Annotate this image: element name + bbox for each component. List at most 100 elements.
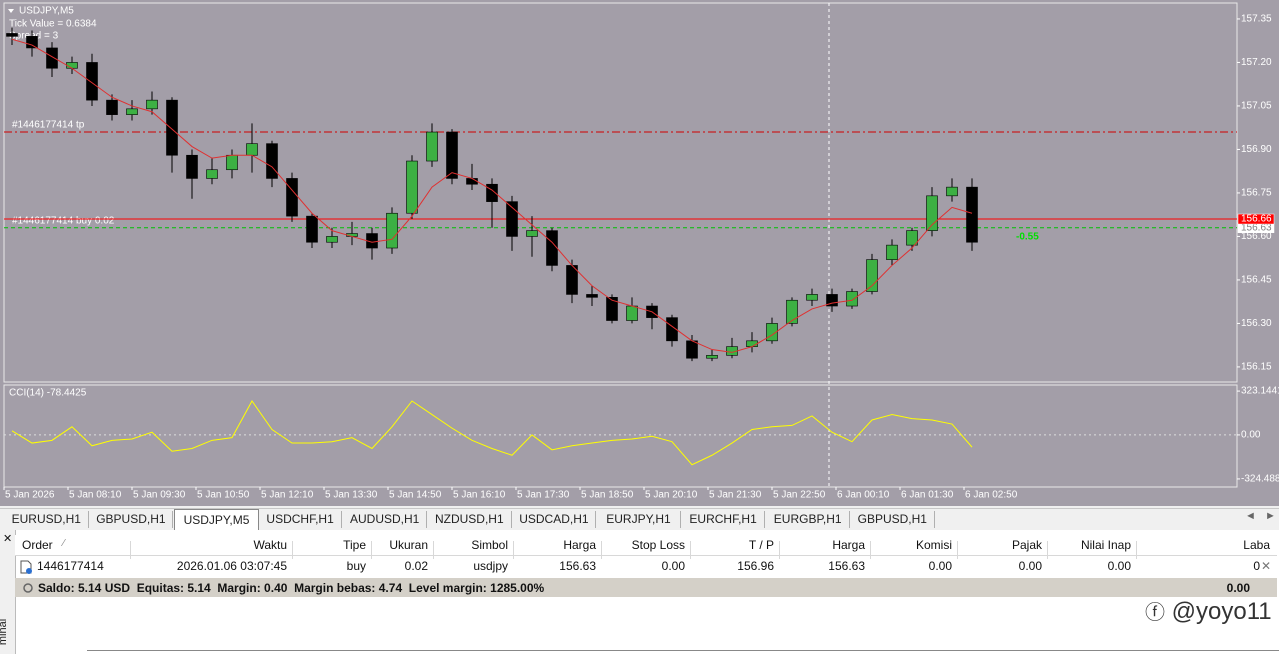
price-panel — [3, 2, 1238, 383]
column-header[interactable]: Tipe — [343, 538, 366, 552]
x-tick-label: 5 Jan 21:30 — [709, 490, 762, 501]
column-header[interactable]: Harga — [563, 538, 596, 552]
candle-body — [226, 154, 238, 171]
candle-body — [166, 99, 178, 156]
price-box — [1237, 213, 1275, 225]
x-tick-label: 5 Jan 20:10 — [645, 490, 698, 501]
scroll-right[interactable]: ► — [1265, 510, 1276, 522]
column-header[interactable]: Pajak — [1011, 538, 1042, 552]
column-header[interactable]: T / P — [748, 538, 774, 552]
tab[interactable]: USDCHF,H1 — [259, 511, 343, 528]
column-separator — [957, 541, 958, 559]
icon-dot — [26, 568, 32, 574]
tab[interactable]: EURUSD,H1 — [5, 511, 89, 528]
tab[interactable]: EURJPY,H1 — [597, 511, 681, 528]
candle-body — [686, 340, 698, 359]
table-header: Order Waktu Tipe Ukuran Simbol Harga Stop Loss… — [15, 535, 1277, 559]
column-header[interactable]: Order — [22, 538, 53, 552]
table-cell: 0.00 — [661, 559, 685, 573]
column-separator — [1047, 541, 1048, 559]
candle-body — [506, 201, 518, 237]
candle-body — [926, 195, 938, 231]
table-cell: buy — [346, 559, 366, 573]
column-header[interactable]: Waktu — [253, 538, 287, 552]
tab[interactable]: GBPUSD,H1 — [90, 511, 174, 528]
table-cell: 0 — [1253, 559, 1260, 573]
terminal: ✕ minal Order Waktu Tipe Ukuran Simbol Harga S… — [0, 530, 1279, 654]
table-cell: 0.00 — [1018, 559, 1042, 573]
y-tick-label: 156.60 — [1241, 231, 1272, 242]
table-cell: 156.63 — [559, 559, 596, 573]
tab[interactable]: GBPUSD,H1 — [851, 511, 935, 528]
chart-window: USDJPY,M5 Tick Value = 0.6384 Spread = 3… — [0, 0, 1279, 506]
row-close[interactable]: ✕ — [1261, 559, 1272, 573]
x-tick-label: 5 Jan 13:30 — [325, 490, 378, 501]
watermark-text: @yoyo11 — [1171, 598, 1272, 625]
tab-bar: ◄ ► EURUSD,H1 GBPUSD,H1 USDJPY,M5 USDCHF,H1… — [0, 508, 1279, 530]
column-separator — [690, 541, 691, 559]
indicator-panel — [3, 384, 1238, 488]
menu-arrow — [8, 9, 14, 13]
table-cell: 1446177414 — [37, 559, 104, 573]
column-header[interactable]: Nilai Inap — [1080, 538, 1131, 552]
candle-body — [746, 340, 758, 347]
tab[interactable]: EURCHF,H1 — [682, 511, 766, 528]
y-tick-label: 157.05 — [1241, 101, 1272, 112]
tab[interactable]: USDJPY,M5 — [174, 509, 259, 530]
y-tick-label: 156.45 — [1241, 275, 1272, 286]
tab[interactable]: AUDUSD,H1 — [343, 511, 427, 528]
tab[interactable]: NZDUSD,H1 — [428, 511, 512, 528]
x-tick-label: 5 Jan 08:10 — [69, 490, 122, 501]
chart-title: USDJPY,M5 — [19, 6, 74, 17]
tab[interactable]: USDCAD,H1 — [513, 511, 597, 528]
summary-row: Saldo: 5.14 USD Equitas: 5.14 Margin: 0.… — [15, 578, 1277, 597]
candle-body — [266, 143, 278, 179]
scroll-left[interactable]: ◄ — [1245, 510, 1256, 522]
close-button[interactable]: ✕ — [3, 533, 13, 545]
candle-body — [966, 186, 978, 243]
watermark-logo: ⓕ — [1145, 602, 1165, 624]
candle-body — [786, 299, 798, 324]
y-tick-label: 157.20 — [1241, 57, 1272, 68]
price-box-label: 156.66 — [1241, 214, 1272, 225]
bottom-line — [87, 650, 1279, 651]
x-tick-label: 5 Jan 09:30 — [133, 490, 186, 501]
candle-body — [6, 33, 18, 37]
column-separator — [1136, 541, 1137, 559]
candle-body — [66, 62, 78, 69]
column-header[interactable]: Stop Loss — [631, 538, 685, 552]
candle-body — [146, 99, 158, 110]
x-tick-label: 5 Jan 2026 — [5, 490, 55, 501]
candle-body — [126, 108, 138, 115]
candle-body — [546, 230, 558, 266]
summary-total: 0.00 — [1226, 581, 1250, 595]
column-header[interactable]: Laba — [1243, 538, 1270, 552]
x-tick-label: 5 Jan 12:10 — [261, 490, 314, 501]
table-cell: 156.63 — [828, 559, 865, 573]
x-tick-label: 5 Jan 16:10 — [453, 490, 506, 501]
candle-body — [866, 259, 878, 292]
candle-body — [586, 294, 598, 298]
candle-body — [206, 169, 218, 179]
column-header[interactable]: Komisi — [915, 538, 952, 552]
column-header[interactable]: Ukuran — [389, 538, 428, 552]
y-tick-label: 157.35 — [1241, 14, 1272, 25]
annotation: Tick Value = 0.6384 — [9, 19, 97, 30]
x-tick-label: 5 Jan 14:50 — [389, 490, 442, 501]
candle-body — [626, 305, 638, 321]
price-box-label: 156.63 — [1241, 222, 1272, 233]
table-cell: usdjpy — [473, 559, 508, 573]
column-header[interactable]: Harga — [832, 538, 865, 552]
candle-body — [286, 178, 298, 217]
candle-body — [46, 47, 58, 69]
candle-body — [26, 36, 38, 49]
candle-body — [246, 143, 258, 156]
watermark: ⓕ @yoyo11 — [1145, 596, 1272, 626]
x-tick-label: 6 Jan 01:30 — [901, 490, 954, 501]
tab[interactable]: EURGBP,H1 — [766, 511, 850, 528]
candle-body — [766, 323, 778, 342]
indicator-line — [11, 400, 973, 466]
column-header[interactable]: Simbol — [471, 538, 508, 552]
x-tick-label: 5 Jan 22:50 — [773, 490, 826, 501]
